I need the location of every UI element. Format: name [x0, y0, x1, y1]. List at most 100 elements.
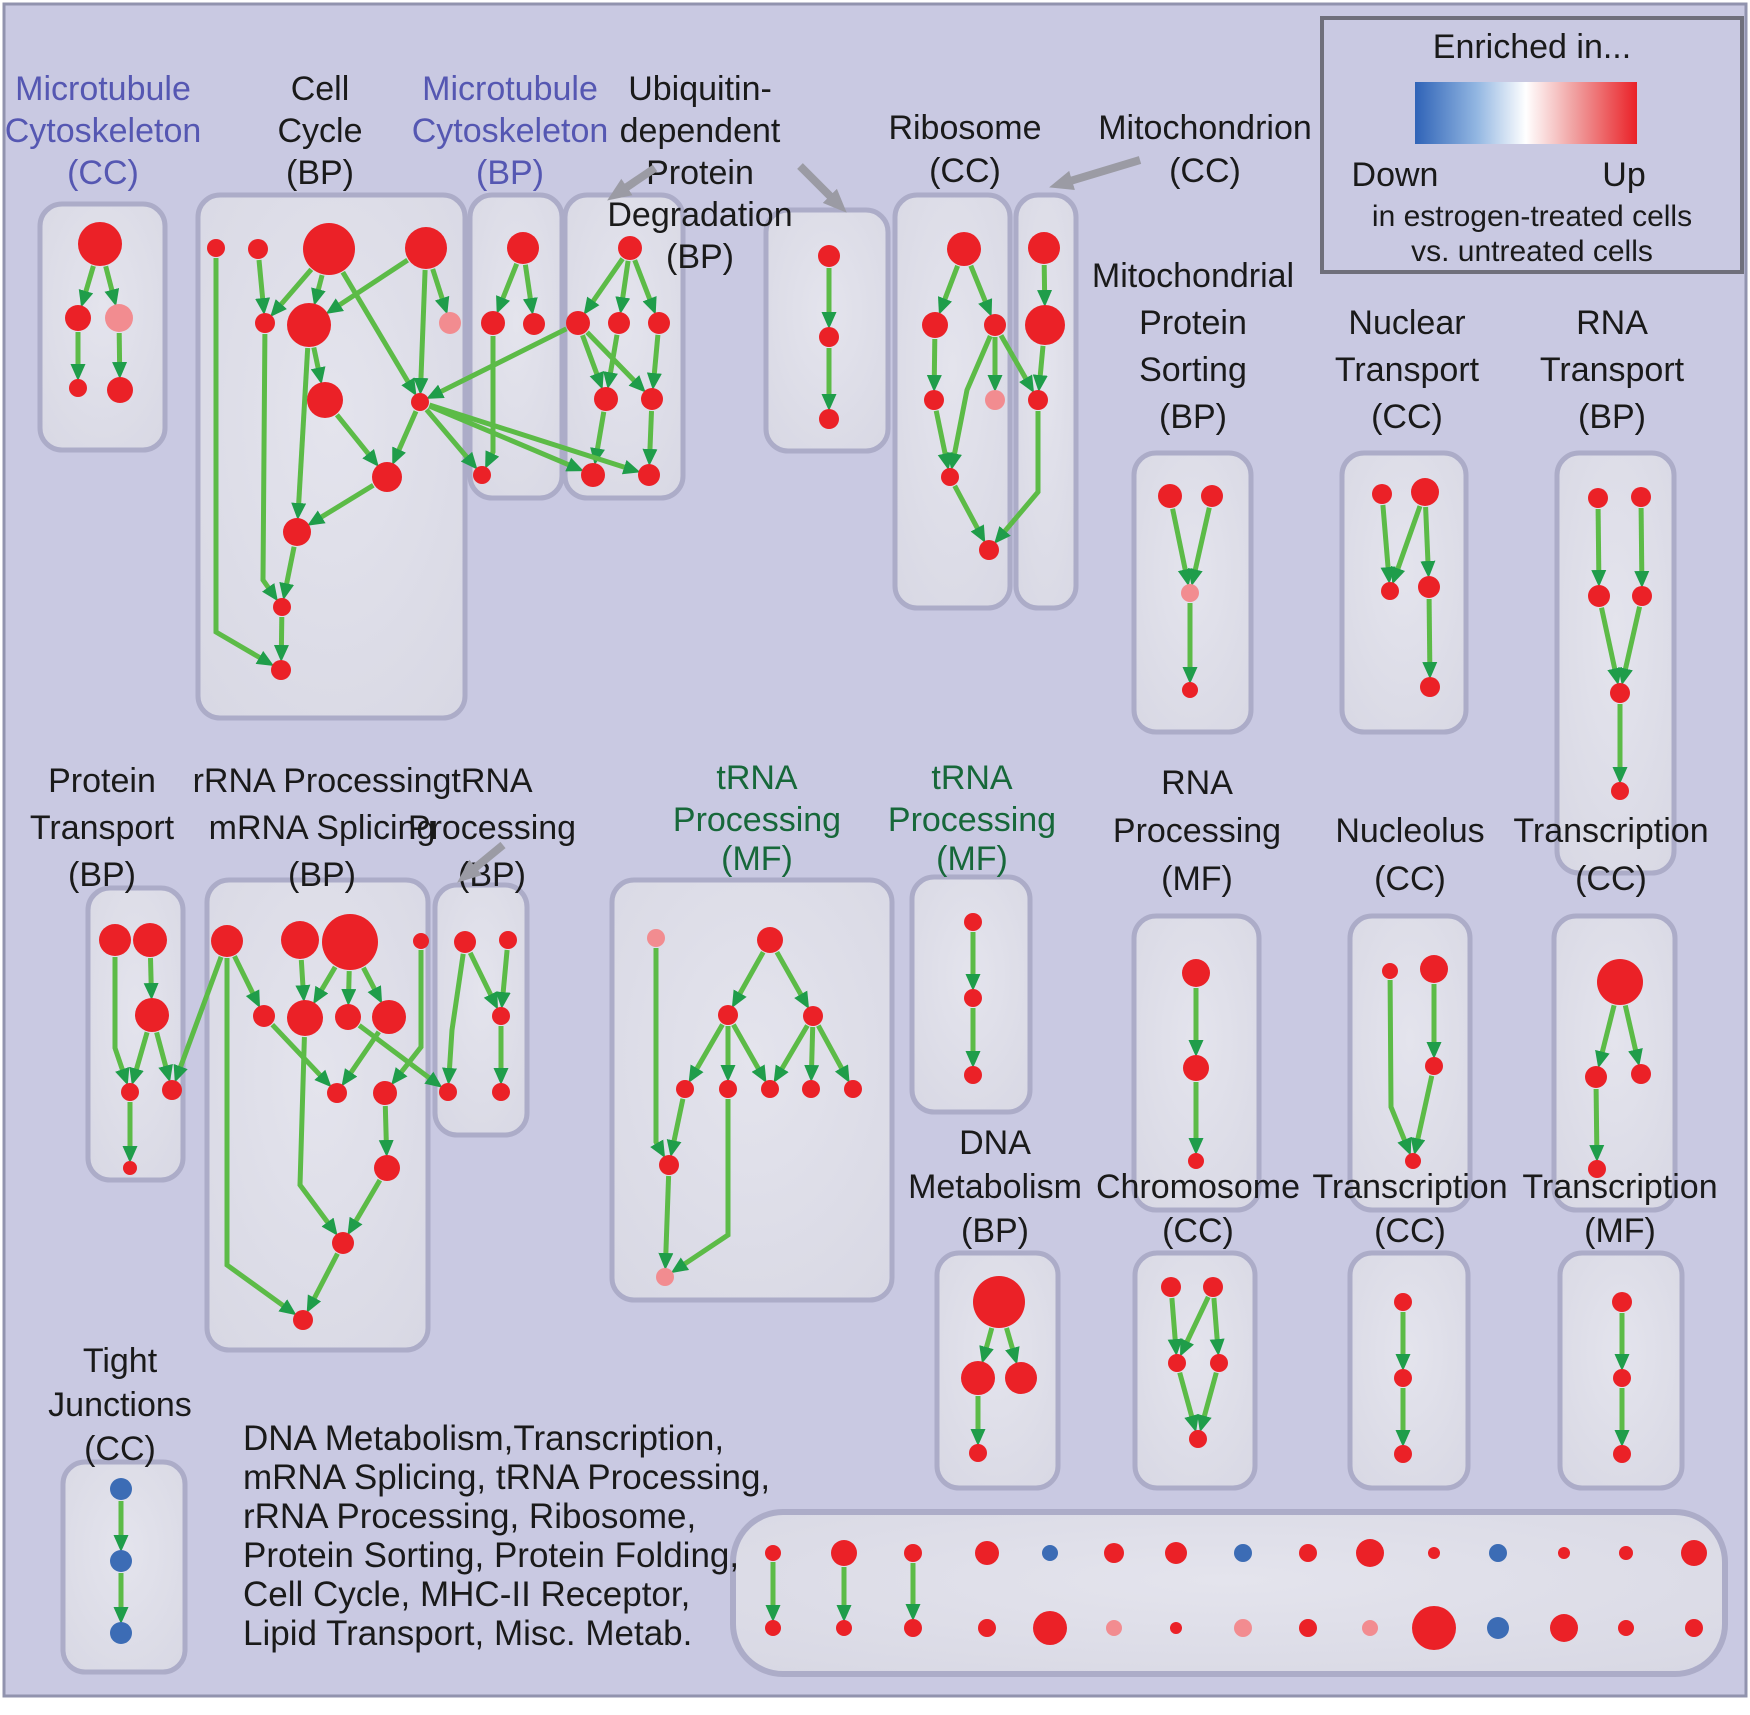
label-mitochondrial-protein-sorting-bp-line2: Protein — [1139, 304, 1247, 342]
node-bottom-strip-bottom-15 — [1685, 1619, 1703, 1637]
node-rrna-pn — [332, 1232, 354, 1254]
node-rnat-tl — [1588, 488, 1608, 508]
node-cellcycle-n11 — [283, 518, 311, 546]
node-cellcycle-n5 — [255, 313, 275, 333]
edge-chrom-tr-ml — [1179, 1295, 1211, 1357]
node-rrna-ll — [327, 1083, 347, 1103]
node-tj-b — [110, 1550, 132, 1572]
node-cellcycle-n2 — [248, 239, 268, 259]
group-box-txncc1 — [1551, 913, 1678, 1213]
node-cellcycle-n9 — [411, 393, 429, 411]
misc-groups-text-line6: Lipid Transport, Misc. Metab. — [243, 1614, 692, 1653]
edge-nucleolus-mr-bt — [1410, 1075, 1435, 1156]
node-bottom-strip-top-4 — [975, 1541, 999, 1565]
node-mtcc-b — [65, 305, 91, 331]
node-ribo-pk — [985, 390, 1005, 410]
node-ubq1-ml — [566, 311, 590, 335]
edge-cellcycle-n6-n8 — [310, 346, 326, 385]
edge-rrna-lc-lb — [378, 1105, 394, 1157]
node-rnat-ml — [1588, 585, 1610, 607]
label-ubiquitin-bp-line3: Protein — [646, 154, 754, 192]
node-trnamf2-b — [964, 989, 982, 1007]
node-pt-lr — [162, 1080, 182, 1100]
node-ubq1-lr — [641, 388, 663, 410]
node-nuct-ml — [1381, 582, 1399, 600]
node-txncc2-a — [1394, 1293, 1412, 1311]
node-rrna-ms — [253, 1005, 275, 1027]
label-transcription-cc-1-line2: (CC) — [1575, 860, 1647, 898]
cross-edge-ribo-c-mito-s — [998, 334, 1035, 394]
node-trnabp-bl — [439, 1083, 457, 1101]
node-bottom-strip-bottom-8 — [1234, 1619, 1252, 1637]
node-cellcycle-n3 — [303, 223, 355, 275]
edge-trnamf1-l2-pb — [670, 1099, 731, 1274]
node-nucleolus-tl — [1382, 963, 1398, 979]
node-rnat-bt — [1611, 782, 1629, 800]
edge-rrna-ms-ll — [270, 1022, 332, 1088]
node-mps-tl — [1158, 484, 1182, 508]
edge-cellcycle-n3-n6 — [311, 274, 326, 306]
group-box-nucleolus — [1347, 913, 1473, 1213]
edge-trnabp-tr-md — [495, 949, 511, 1010]
node-trnamf1-ml — [718, 1005, 738, 1025]
node-bottom-strip-top-11 — [1428, 1547, 1440, 1559]
label-microtubule-cc-line2: Cytoskeleton — [5, 112, 202, 150]
edge-ubq1-t-mr — [632, 259, 657, 315]
label-rrna-processing-mrna-splicing-bp-line1: rRNA Processing — [193, 762, 452, 800]
label-ribosome-cc-line1: Ribosome — [888, 109, 1041, 147]
layer-misc: DNA Metabolism,Transcription,mRNA Splici… — [243, 16, 1744, 1653]
node-bottom-strip-top-13 — [1558, 1547, 1570, 1559]
label-trna-processing-mf-2-line3: (MF) — [936, 840, 1008, 878]
edge-mps-tl-pk — [1170, 508, 1193, 587]
edge-pt-m-ll — [129, 1031, 150, 1086]
node-bottom-strip-top-10 — [1356, 1539, 1384, 1567]
node-txncc1-t — [1597, 959, 1643, 1005]
label-dna-metabolism-bp-line3: (BP) — [961, 1212, 1029, 1250]
pointer-arrow-trna-bp-to-box — [457, 841, 506, 883]
node-mtbp-lc — [481, 311, 505, 335]
edge-nucleolus-tl-bt — [1387, 979, 1412, 1156]
edge-rnat-mr-lo — [1618, 606, 1643, 686]
node-bottom-strip-bottom-13 — [1550, 1614, 1578, 1642]
node-mtcc-c — [105, 304, 133, 332]
cross-edge-cellcycle-n9-ubq1-br — [428, 402, 641, 475]
node-bottom-strip-bottom-1 — [765, 1620, 781, 1636]
node-trnamf1-l2 — [719, 1080, 737, 1098]
node-rrna-mr — [372, 1000, 406, 1034]
edge-cellcycle-n3-n5 — [270, 267, 314, 317]
label-mitochondrial-protein-sorting-bp-line3: Sorting — [1139, 351, 1247, 389]
edge-rrna-r3-mr — [361, 966, 383, 1004]
legend-down-label: Down — [1352, 156, 1439, 194]
node-rrna-mc — [335, 1004, 361, 1030]
edge-rrna-r3-mc — [341, 970, 357, 1006]
label-trna-processing-mf-2-line2: Processing — [888, 801, 1056, 839]
edge-trnamf1-l1-a — [666, 1098, 686, 1158]
label-ubiquitin-bp-line4: Degradation — [607, 196, 792, 234]
node-mtbp-bt — [473, 466, 491, 484]
node-ubq2-c — [819, 409, 839, 429]
node-ribo-c — [984, 314, 1006, 336]
group-box-nuct — [1339, 450, 1469, 735]
node-mtbp-t — [507, 232, 539, 264]
node-nuct-bt — [1420, 677, 1440, 697]
node-rrna-r3 — [322, 914, 378, 970]
layer-labels: Microtubule Cytoskeleton (CC) Cell Cycle (BP)… — [5, 70, 1718, 1468]
node-chrom-ml — [1168, 1354, 1186, 1372]
edge-rrna-r1-bt — [224, 958, 297, 1316]
misc-groups-text-line1: DNA Metabolism,Transcription, — [243, 1419, 724, 1458]
edge-trnamf1-mr-l5 — [816, 1024, 850, 1083]
node-ubq1-br — [638, 464, 660, 486]
label-cell-cycle-bp-line1: Cell — [291, 70, 350, 108]
node-ubq2-b — [819, 327, 839, 347]
edge-rnat-tl-ml — [1591, 508, 1607, 587]
node-mtcc-e — [107, 377, 133, 403]
node-cellcycle-n12 — [273, 598, 291, 616]
edge-pt-b-m — [143, 957, 159, 1000]
cross-edge-rrna-r1-pt-lr — [173, 956, 224, 1083]
label-microtubule-bp-line2: Cytoskeleton — [412, 112, 609, 150]
node-trnamf1-a — [659, 1155, 679, 1175]
group-box-chrom — [1132, 1250, 1258, 1491]
node-txncc2-b — [1394, 1369, 1412, 1387]
node-mtcc-d — [69, 379, 87, 397]
label-rrna-processing-mrna-splicing-bp-line3: (BP) — [288, 856, 356, 894]
